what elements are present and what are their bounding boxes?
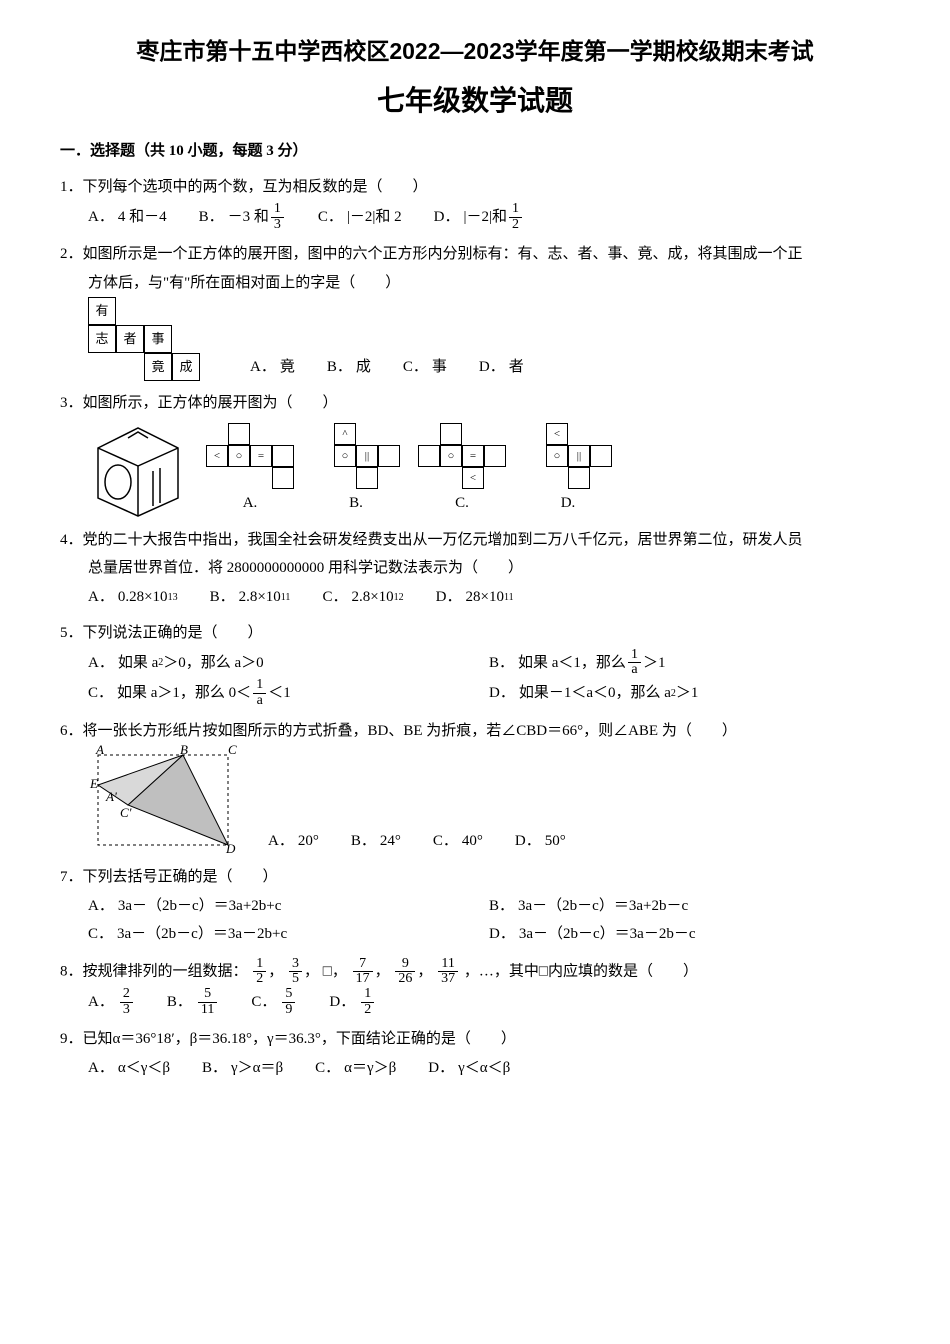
q9-opt-b: B．γ＞α＝β [202,1054,283,1083]
opt-label: A. [243,489,258,518]
q8-opt-d: D．12 [329,987,376,1017]
circle-icon: ○ [546,445,568,467]
q8-opt-b: B．511 [167,987,220,1017]
blank-box-icon: □ [323,963,332,979]
q3-stem: 3．如图所示，正方体的展开图为（ ） [60,389,890,418]
q1-opt-b: B．－3 和13 [199,202,286,232]
caret-icon: ^ [334,423,356,445]
q5-opt-c: C．如果 a＞1，那么 0＜1a＜1 [88,678,457,708]
q8-opt-c: C．59 [251,987,297,1017]
svg-text:C': C' [120,805,132,820]
q1-a-text: 4 和－4 [118,203,167,232]
q1-opt-a: A．4 和－4 [88,202,167,232]
q1-opt-c: C．|－2|和 2 [318,202,402,232]
net-cell: 成 [172,353,200,381]
opt-label: C. [455,489,469,518]
opt-label: B. [349,489,363,518]
q3-cube-icon [88,418,188,518]
question-8: 8．按规律排列的一组数据： 12， 35， □， 717， 926， 1137 … [60,957,890,1018]
q2-stem2: 方体后，与"有"所在面相对面上的字是（ ） [88,269,890,298]
svg-text:A': A' [105,789,117,804]
q8-opt-a: A．23 [88,987,135,1017]
bars-icon: || [568,445,590,467]
q7-opt-d: D．3a－（2b－c）＝3a－2b－c [489,920,858,949]
q6-opt-a: A．20° [268,827,319,856]
net-cell: 事 [144,325,172,353]
q1-b-prefix: －3 和 [228,203,269,232]
q7-opt-c: C．3a－（2b－c）＝3a－2b+c [88,920,457,949]
question-3: 3．如图所示，正方体的展开图为（ ） <○= A. ^ ○|| [60,389,890,518]
q5-opt-b: B．如果 a＜1，那么1a＞1 [489,648,858,678]
q4-opt-b: B．2.8×1011 [210,583,291,612]
section-header: 一．选择题（共 10 小题，每题 3 分） [60,137,890,166]
q9-opt-d: D．γ＜α＜β [428,1054,510,1083]
q4-opt-c: C．2.8×1012 [322,583,403,612]
q3-opt-b: ^ ○|| B. [312,423,400,518]
q3-opt-d: < ○|| D. [524,423,612,518]
q2-opt-c: C．事 [403,353,447,382]
q5-opt-a: A．如果 a2＞0，那么 a＞0 [88,648,457,678]
bars-icon: || [356,445,378,467]
q7-stem: 7．下列去括号正确的是（ ） [60,863,890,892]
q2-opt-d: D．者 [479,353,524,382]
q4-stem2: 总量居世界首位．将 2800000000000 用科学记数法表示为（ ） [88,554,890,583]
less-than-icon: < [546,423,568,445]
q8-stem: 8．按规律排列的一组数据： 12， 35， □， 717， 926， 1137 … [60,957,890,987]
question-4: 4．党的二十大报告中指出，我国全社会研发经费支出从一万亿元增加到二万八千亿元，居… [60,526,890,612]
circle-icon: ○ [228,445,250,467]
q7-opt-b: B．3a－（2b－c）＝3a+2b－c [489,892,858,921]
question-5: 5．下列说法正确的是（ ） A．如果 a2＞0，那么 a＞0 B．如果 a＜1，… [60,619,890,708]
q2-opt-b: B．成 [327,353,371,382]
less-than-icon: < [462,467,484,489]
q1-stem: 1．下列每个选项中的两个数，互为相反数的是（ ） [60,173,890,202]
less-than-icon: < [206,445,228,467]
net-cell: 竟 [144,353,172,381]
q6-opt-b: B．24° [351,827,401,856]
q2-stem: 2．如图所示是一个正方体的展开图，图中的六个正方形内分别标有：有、志、者、事、竟… [60,240,890,269]
q6-opt-d: D．50° [515,827,566,856]
q3-opt-c: ○= < C. [418,423,506,518]
equals-icon: = [250,445,272,467]
page-title-line1: 枣庄市第十五中学西校区2022—2023学年度第一学期校级期末考试 [60,30,890,74]
q3-opt-a: <○= A. [206,423,294,518]
question-1: 1．下列每个选项中的两个数，互为相反数的是（ ） A．4 和－4 B．－3 和1… [60,173,890,232]
circle-icon: ○ [334,445,356,467]
q4-opt-a: A．0.28×1013 [88,583,178,612]
fraction: 13 [271,202,284,232]
q5-stem: 5．下列说法正确的是（ ） [60,619,890,648]
fraction: 12 [509,202,522,232]
q7-opt-a: A．3a－（2b－c）＝3a+2b+c [88,892,457,921]
q1-opt-d: D．|－2|和12 [434,202,524,232]
q2-net-figure: 有 志者事 竟成 [88,297,200,381]
net-cell: 有 [88,297,116,325]
q2-opt-a: A．竟 [250,353,295,382]
equals-icon: = [462,445,484,467]
svg-text:A: A [95,745,104,757]
q6-opt-c: C．40° [433,827,483,856]
question-7: 7．下列去括号正确的是（ ） A．3a－（2b－c）＝3a+2b+c B．3a－… [60,863,890,949]
question-6: 6．将一张长方形纸片按如图所示的方式折叠，BD、BE 为折痕，若∠CBD＝66°… [60,717,890,856]
svg-text:D: D [225,841,236,855]
circle-icon: ○ [440,445,462,467]
q9-opt-a: A．α＜γ＜β [88,1054,170,1083]
q6-fold-figure: A B C E C' A' D [88,745,238,855]
q9-stem: 9．已知α＝36°18′，β＝36.18°，γ＝36.3°，下面结论正确的是（ … [60,1025,890,1054]
net-cell: 者 [116,325,144,353]
question-9: 9．已知α＝36°18′，β＝36.18°，γ＝36.3°，下面结论正确的是（ … [60,1025,890,1082]
svg-text:E: E [89,776,98,791]
q6-stem: 6．将一张长方形纸片按如图所示的方式折叠，BD、BE 为折痕，若∠CBD＝66°… [60,717,890,746]
q1-d-prefix: |－2|和 [464,203,508,232]
svg-text:C: C [228,745,237,757]
question-2: 2．如图所示是一个正方体的展开图，图中的六个正方形内分别标有：有、志、者、事、竟… [60,240,890,381]
q4-stem: 4．党的二十大报告中指出，我国全社会研发经费支出从一万亿元增加到二万八千亿元，居… [60,526,890,555]
net-cell: 志 [88,325,116,353]
svg-text:B: B [180,745,188,757]
q4-opt-d: D．28×1011 [436,583,514,612]
q5-opt-d: D．如果－1＜a＜0，那么 a2＞1 [489,678,858,708]
opt-label: D. [561,489,576,518]
q9-opt-c: C．α＝γ＞β [315,1054,396,1083]
q1-c-text: |－2|和 2 [347,203,402,232]
page-title-line2: 七年级数学试题 [60,74,890,127]
